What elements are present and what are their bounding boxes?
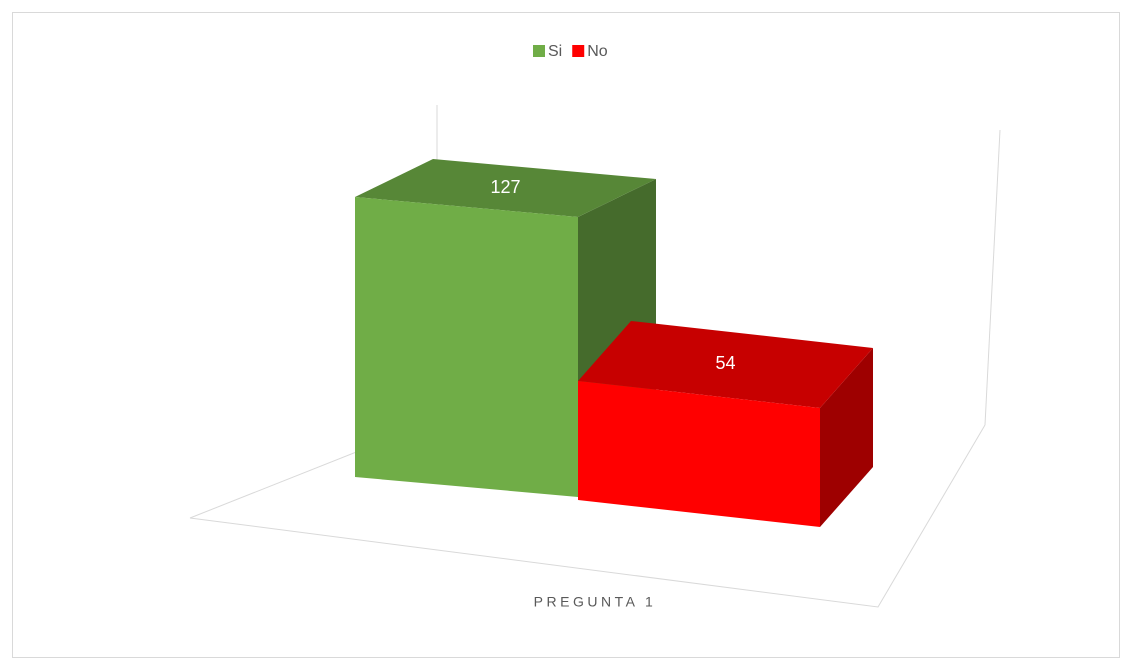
bar-front — [578, 380, 820, 527]
legend-label: Si — [548, 43, 562, 60]
x-tick-label: PREGUNTA 1 — [534, 594, 657, 610]
bar-front — [355, 197, 578, 497]
bar-top — [578, 320, 873, 408]
data-label: 54 — [715, 353, 735, 373]
bar-top — [355, 159, 656, 217]
bar-side — [820, 347, 873, 527]
legend-label: No — [587, 43, 608, 60]
legend-swatch — [572, 45, 585, 57]
bar — [578, 320, 873, 527]
data-label: 127 — [490, 177, 520, 197]
legend-swatch — [533, 45, 545, 57]
